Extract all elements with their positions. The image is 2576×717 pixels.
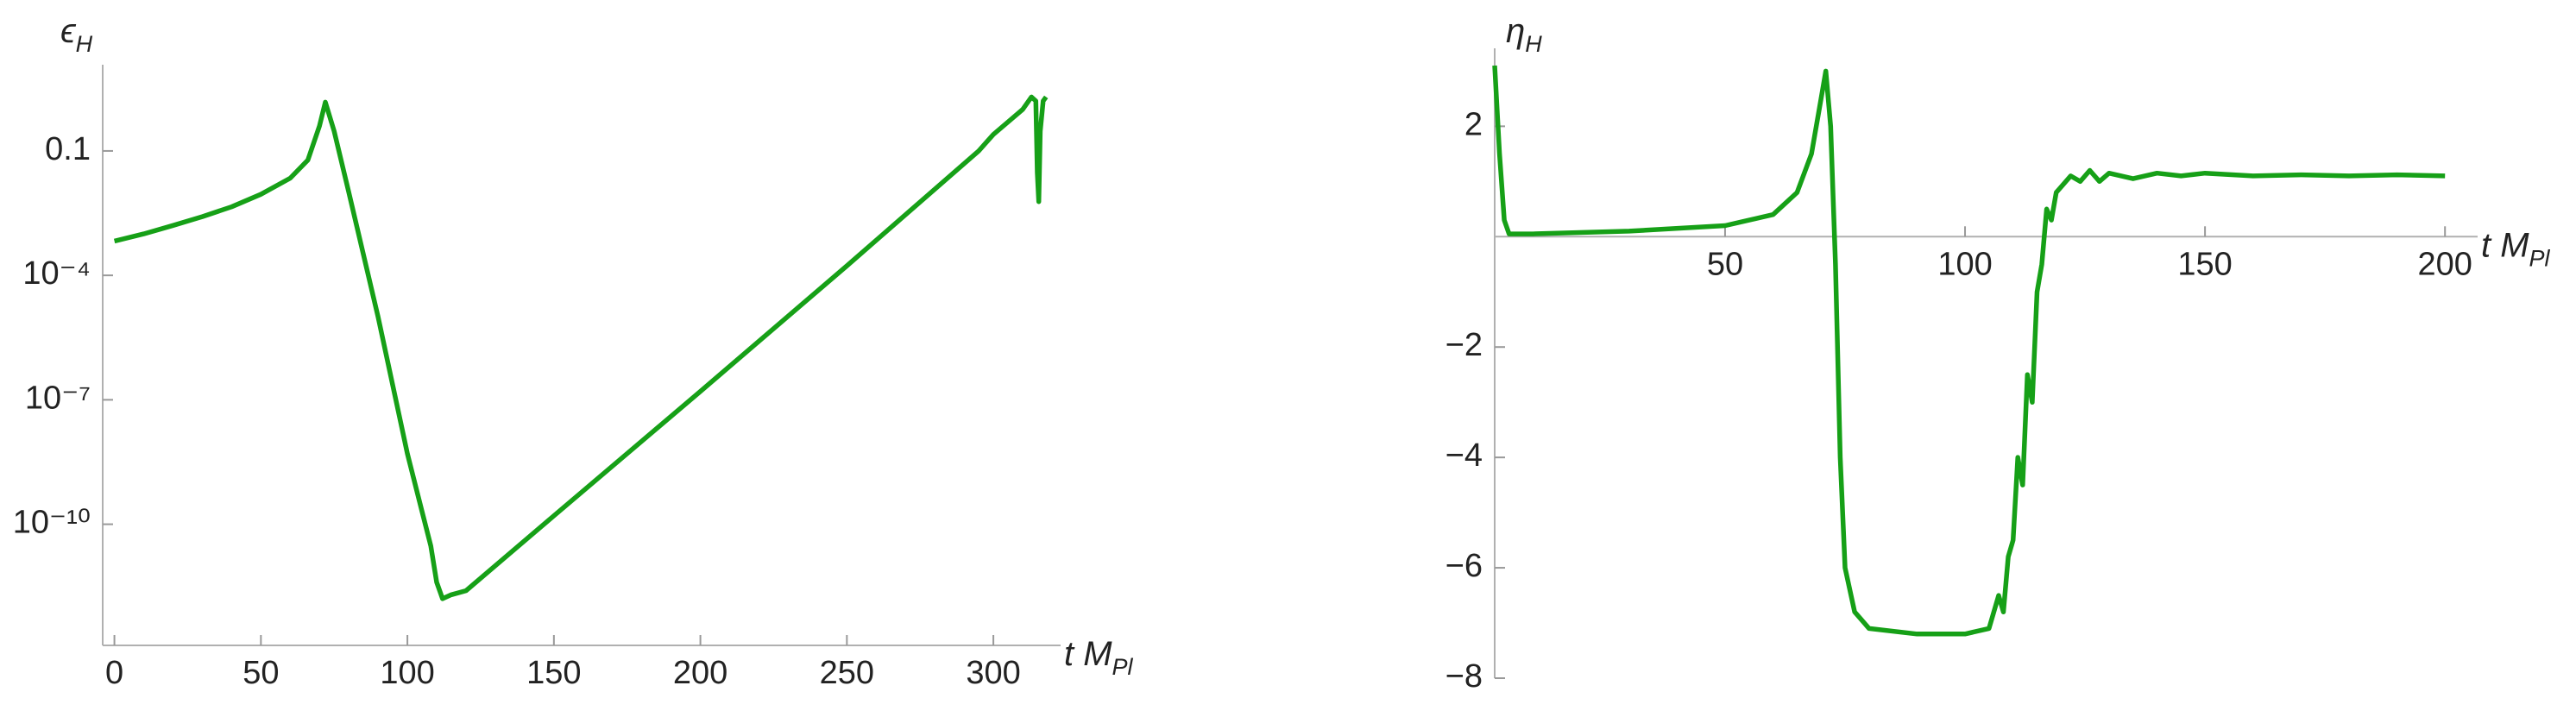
y-tick-label: −4 bbox=[1445, 437, 1483, 474]
x-tick-label: 150 bbox=[526, 655, 581, 691]
axis-label: t MPl bbox=[1064, 635, 1134, 681]
x-tick-label: 100 bbox=[1937, 246, 1992, 282]
axis-label: ϵH bbox=[60, 12, 93, 58]
axis-label-text: ϵ bbox=[60, 12, 77, 50]
axis-label-text: t M bbox=[1064, 635, 1112, 673]
y-tick-label: −6 bbox=[1445, 548, 1483, 584]
x-tick-label: 250 bbox=[820, 655, 874, 691]
y-tick-label: 10⁻⁴ bbox=[22, 255, 91, 292]
y-tick-label: 0.1 bbox=[45, 131, 91, 167]
y-tick-label: 10⁻⁷ bbox=[25, 380, 91, 416]
data-line bbox=[113, 94, 1049, 601]
data-line bbox=[1492, 65, 2446, 637]
x-tick-label: 200 bbox=[673, 655, 727, 691]
axis-label: ηH bbox=[1506, 12, 1542, 58]
y-tick-label: 2 bbox=[1464, 106, 1483, 142]
x-tick-label: 150 bbox=[2177, 246, 2232, 282]
y-tick-label: −8 bbox=[1445, 658, 1483, 695]
x-tick-label: 100 bbox=[380, 655, 434, 691]
axis-label-sub: Pl bbox=[2529, 245, 2551, 271]
axis-label-sub: H bbox=[1525, 31, 1542, 57]
y-tick-label: 10⁻¹⁰ bbox=[13, 505, 91, 541]
x-tick-label: 200 bbox=[2417, 246, 2472, 282]
axis-label-text: t M bbox=[2481, 226, 2529, 264]
axis-label: t MPl bbox=[2481, 226, 2551, 272]
axis-label-sub: Pl bbox=[1112, 654, 1134, 680]
x-tick-label: 300 bbox=[966, 655, 1020, 691]
axis-label-sub: H bbox=[76, 31, 93, 57]
y-tick-label: −2 bbox=[1445, 327, 1483, 363]
x-tick-label: 50 bbox=[242, 655, 279, 691]
x-tick-label: 0 bbox=[105, 655, 123, 691]
axis-label-text: η bbox=[1506, 12, 1525, 50]
x-tick-label: 50 bbox=[1707, 246, 1743, 282]
